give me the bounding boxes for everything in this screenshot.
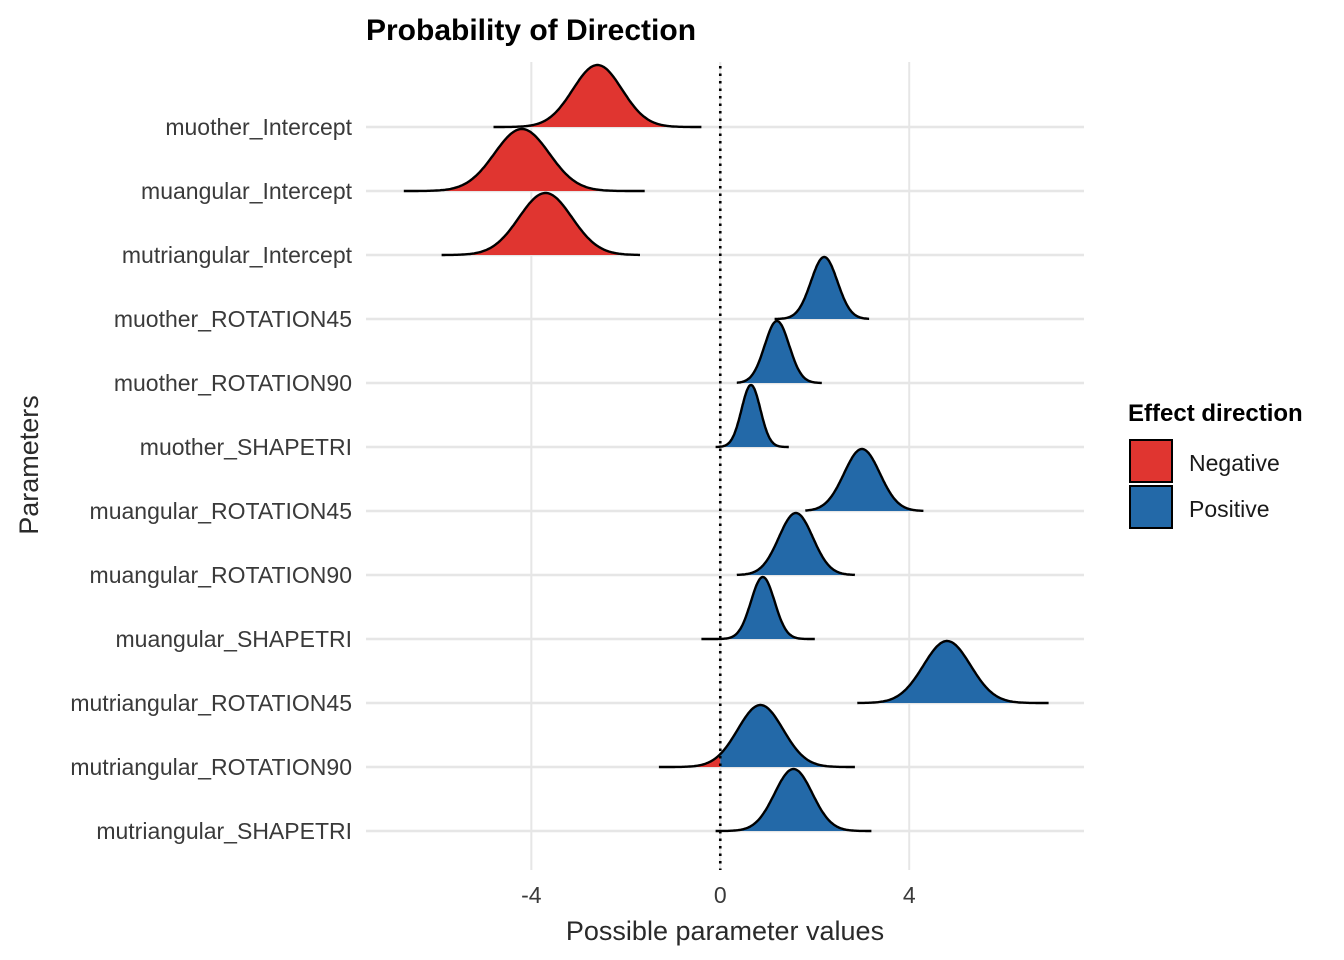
y-tick-label: muangular_SHAPETRI [116,626,353,652]
legend: Effect direction Negative Positive [1128,400,1303,529]
density-outline [804,447,924,512]
density-positive-area [736,321,822,383]
y-tick-label: muother_ROTATION90 [114,370,352,396]
y-tick-label: muangular_ROTATION45 [90,498,352,524]
y-tick-label: mutriangular_ROTATION90 [70,754,352,780]
density-positive-area [857,641,1049,703]
legend-negative-label: Negative [1189,450,1280,476]
x-tick-label: 4 [903,882,916,908]
density-outline [701,575,816,641]
y-tick-label: muother_ROTATION45 [114,306,352,332]
y-tick-label: muangular_Intercept [141,178,353,204]
y-tick-label: muother_SHAPETRI [140,434,352,460]
density-ridges [403,63,1049,833]
density-positive-area [720,769,872,831]
density-outline [736,319,823,385]
legend-positive-label: Positive [1189,496,1270,522]
y-tick-label: mutriangular_SHAPETRI [96,818,352,844]
density-outline [714,383,790,449]
density-outline [715,767,872,833]
density-positive-area [720,385,789,447]
legend-positive-swatch [1129,485,1173,529]
density-negative-area [493,65,702,127]
density-negative-area [441,193,640,255]
density-outline [774,255,870,321]
x-tick-label: 0 [714,882,727,908]
x-tick-label: -4 [521,882,542,908]
legend-negative-swatch [1129,439,1173,483]
density-positive-area [736,513,855,575]
density-outline [857,639,1049,705]
x-axis-ticks: -4 0 4 [521,882,916,908]
density-outline [736,511,856,577]
x-axis-title: Possible parameter values [566,916,884,946]
density-outline [441,191,640,257]
density-positive-area [720,705,855,767]
density-negative-area [658,754,721,767]
density-positive-area [805,449,924,511]
density-positive-area [720,577,815,639]
y-axis-title: Parameters [14,395,44,535]
y-tick-label: muangular_ROTATION90 [90,562,352,588]
density-outline [493,63,702,129]
y-tick-label: muother_Intercept [165,114,352,140]
density-negative-area [403,129,645,191]
density-positive-area [774,257,870,319]
legend-title: Effect direction [1128,400,1303,427]
density-outline [658,703,855,769]
y-tick-label: mutriangular_ROTATION45 [70,690,352,716]
density-outline [403,127,645,193]
chart-title: Probability of Direction [366,14,696,47]
y-axis-labels: muother_Intercept muangular_Interceptmutr… [70,114,352,844]
y-tick-label: mutriangular_Intercept [122,242,353,268]
